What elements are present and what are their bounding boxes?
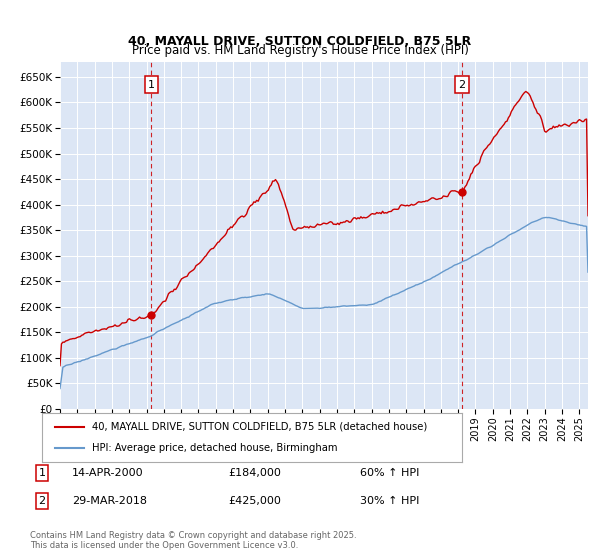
Text: Contains HM Land Registry data © Crown copyright and database right 2025.
This d: Contains HM Land Registry data © Crown c…: [30, 530, 356, 550]
Text: Price paid vs. HM Land Registry's House Price Index (HPI): Price paid vs. HM Land Registry's House …: [131, 44, 469, 57]
Text: 40, MAYALL DRIVE, SUTTON COLDFIELD, B75 5LR: 40, MAYALL DRIVE, SUTTON COLDFIELD, B75 …: [128, 35, 472, 48]
Text: 60% ↑ HPI: 60% ↑ HPI: [360, 468, 419, 478]
Text: 30% ↑ HPI: 30% ↑ HPI: [360, 496, 419, 506]
Text: 40, MAYALL DRIVE, SUTTON COLDFIELD, B75 5LR (detached house): 40, MAYALL DRIVE, SUTTON COLDFIELD, B75 …: [92, 422, 428, 432]
Text: HPI: Average price, detached house, Birmingham: HPI: Average price, detached house, Birm…: [92, 443, 338, 453]
Text: 14-APR-2000: 14-APR-2000: [72, 468, 143, 478]
Text: 1: 1: [38, 468, 46, 478]
Text: 29-MAR-2018: 29-MAR-2018: [72, 496, 147, 506]
Text: £425,000: £425,000: [228, 496, 281, 506]
Text: £184,000: £184,000: [228, 468, 281, 478]
Text: 1: 1: [148, 80, 155, 90]
Text: 2: 2: [38, 496, 46, 506]
Text: 2: 2: [458, 80, 466, 90]
